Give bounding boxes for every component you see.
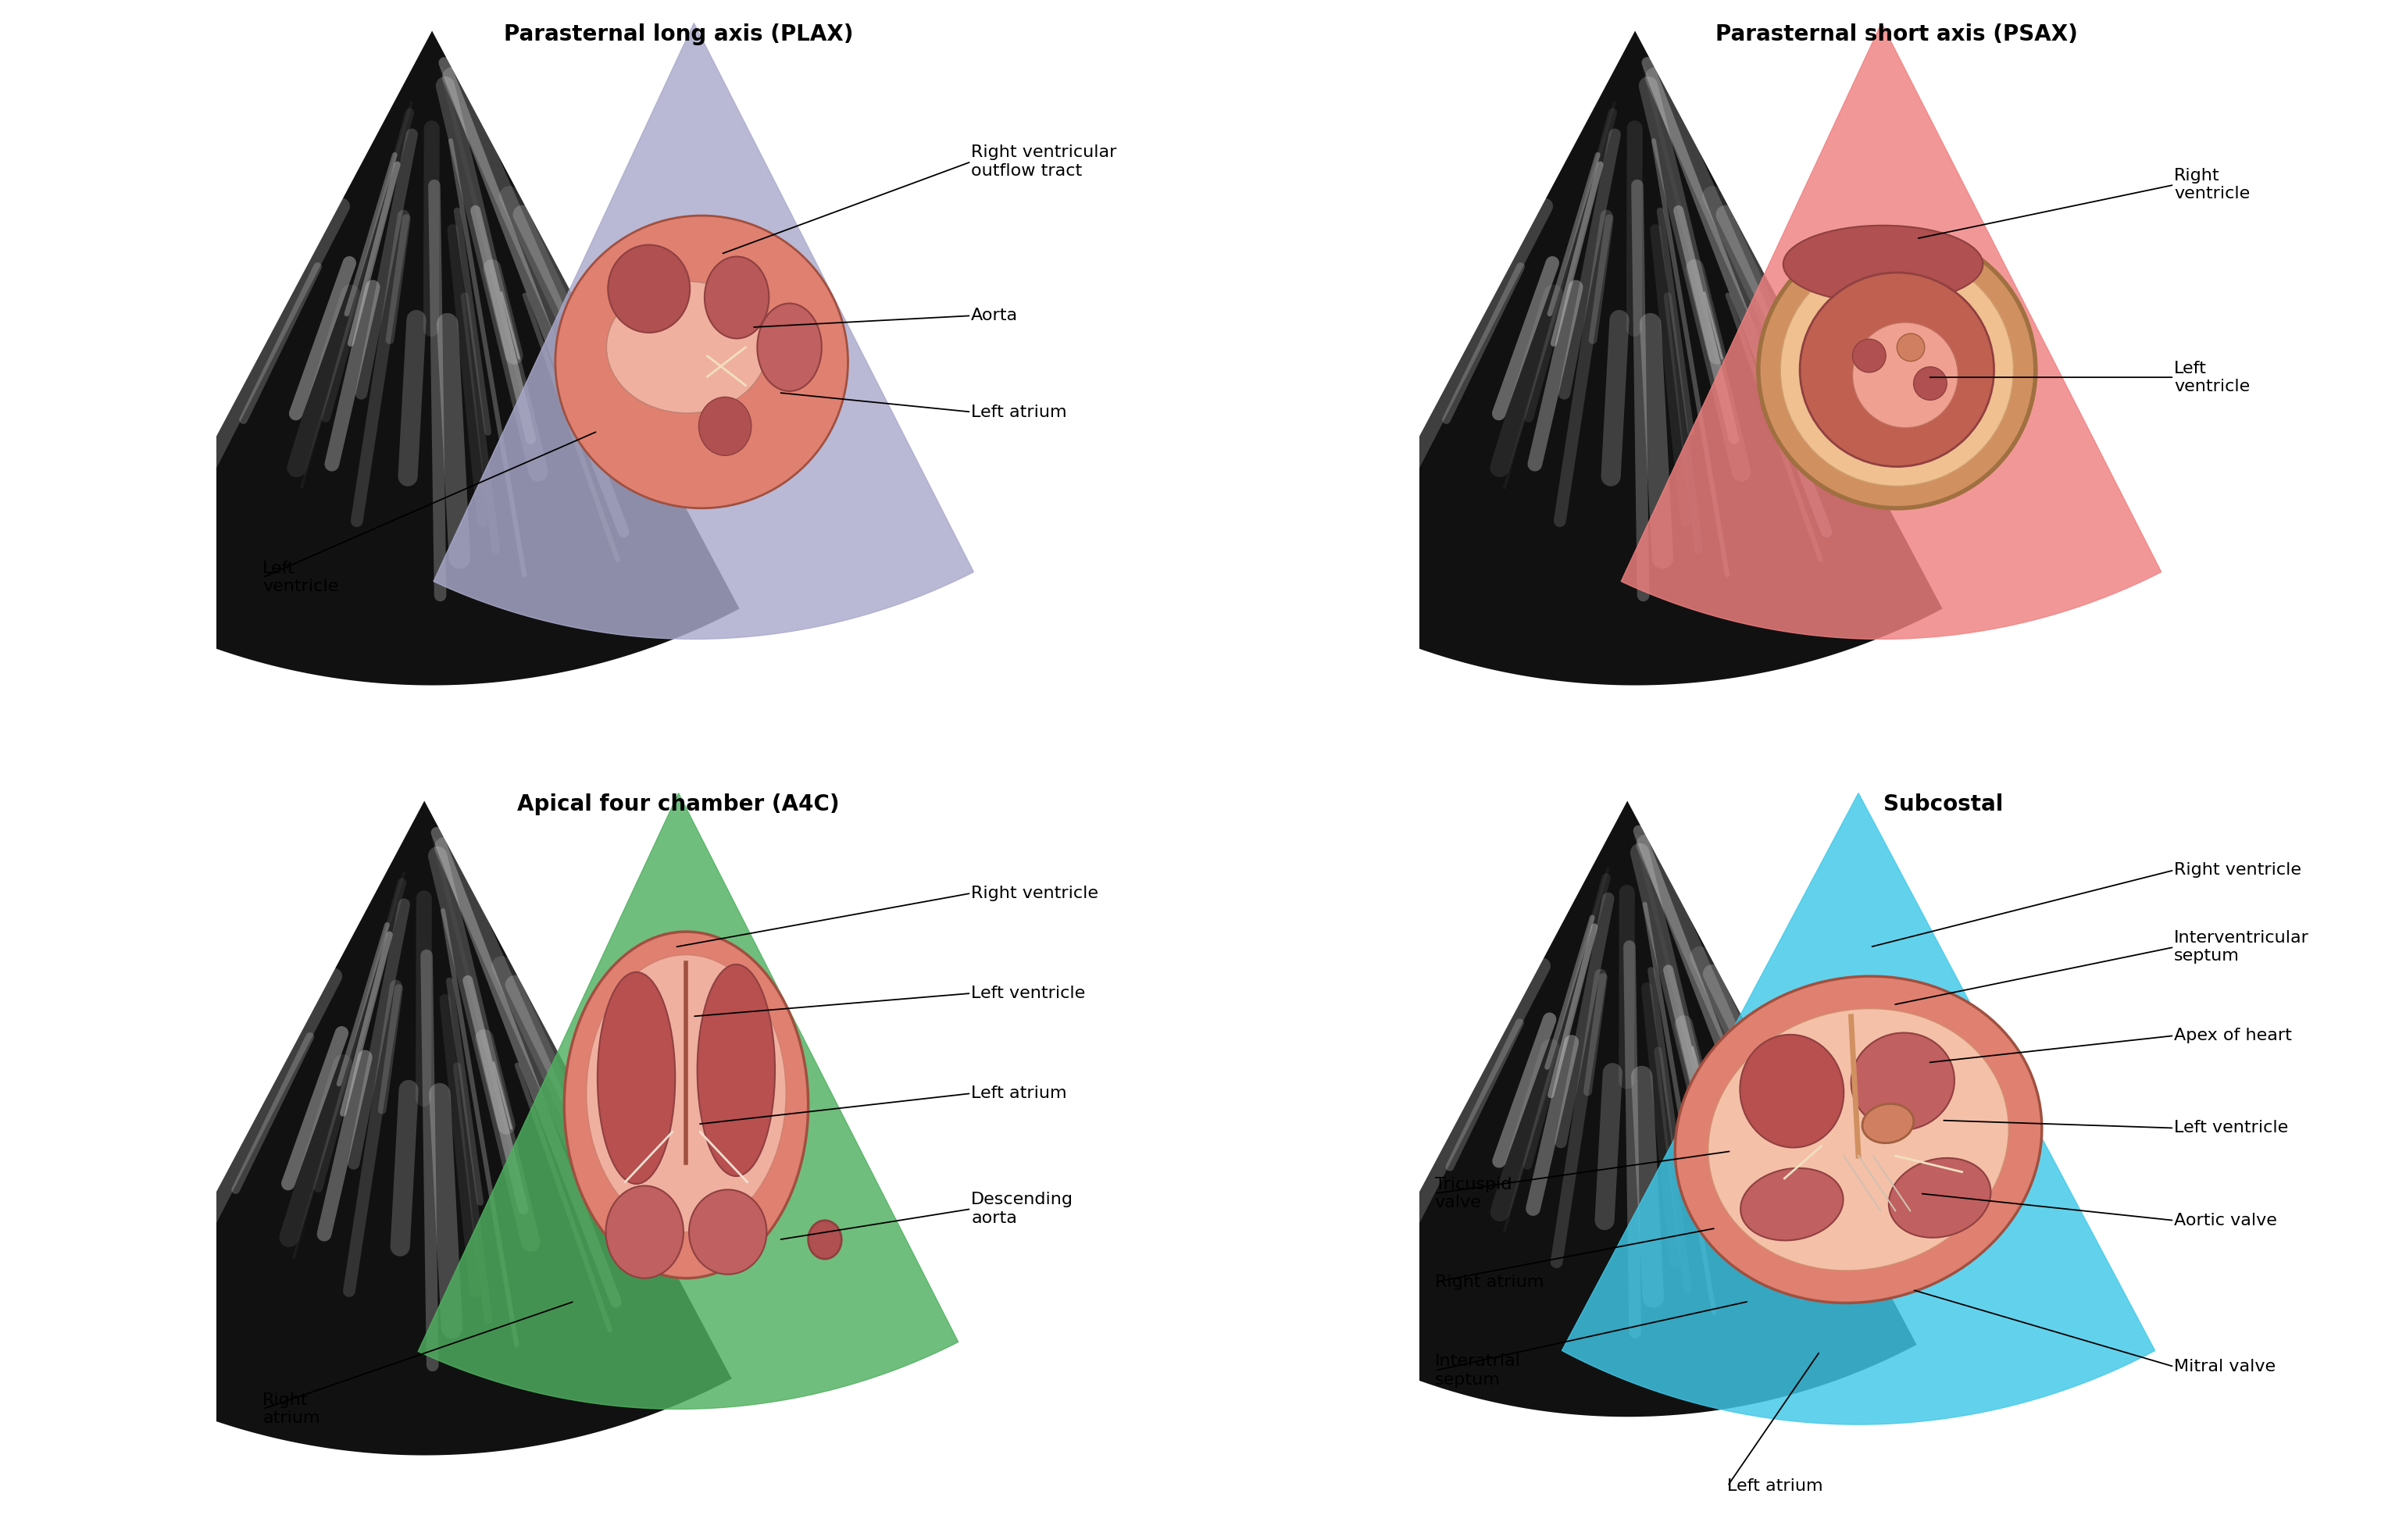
Ellipse shape <box>808 1220 842 1260</box>
Polygon shape <box>118 801 731 1455</box>
Text: Left atrium: Left atrium <box>972 403 1066 420</box>
Text: Right ventricular
outflow tract: Right ventricular outflow tract <box>972 145 1116 179</box>
Text: Left ventricle: Left ventricle <box>972 986 1085 1001</box>
Ellipse shape <box>609 245 691 333</box>
Ellipse shape <box>565 932 808 1278</box>
Text: Left ventricle: Left ventricle <box>2175 1120 2288 1137</box>
Ellipse shape <box>1783 225 1983 303</box>
Ellipse shape <box>606 282 768 413</box>
Ellipse shape <box>758 303 820 391</box>
Text: Right
ventricle: Right ventricle <box>2175 168 2250 202</box>
Ellipse shape <box>1913 367 1946 400</box>
Text: Left
ventricle: Left ventricle <box>2175 360 2250 394</box>
Text: Right ventricle: Right ventricle <box>2175 862 2303 878</box>
Polygon shape <box>419 793 958 1409</box>
Ellipse shape <box>705 257 770 339</box>
Ellipse shape <box>1675 976 2043 1303</box>
Ellipse shape <box>1740 1169 1843 1240</box>
Polygon shape <box>1561 793 2156 1424</box>
Ellipse shape <box>698 397 751 456</box>
Text: Aortic valve: Aortic valve <box>2175 1212 2276 1229</box>
Ellipse shape <box>1800 273 1995 467</box>
Ellipse shape <box>1759 231 2035 508</box>
Text: Descending
aorta: Descending aorta <box>972 1192 1073 1226</box>
Polygon shape <box>1338 801 1918 1417</box>
Ellipse shape <box>606 1186 683 1278</box>
Text: Mitral valve: Mitral valve <box>2175 1358 2276 1375</box>
Text: Left atrium: Left atrium <box>972 1086 1066 1101</box>
Polygon shape <box>125 31 739 685</box>
Ellipse shape <box>688 1189 768 1275</box>
Text: Interatrial
septum: Interatrial septum <box>1434 1354 1521 1388</box>
Ellipse shape <box>1850 1033 1954 1130</box>
Ellipse shape <box>1740 1035 1843 1147</box>
Polygon shape <box>1328 31 1942 685</box>
Ellipse shape <box>1853 322 1958 428</box>
Text: Apical four chamber (A4C): Apical four chamber (A4C) <box>517 793 840 815</box>
Ellipse shape <box>1862 1104 1913 1143</box>
Text: Apex of heart: Apex of heart <box>2175 1027 2293 1044</box>
Text: Parasternal short axis (PSAX): Parasternal short axis (PSAX) <box>1715 23 2079 45</box>
Text: Subcostal: Subcostal <box>1884 793 2004 815</box>
Text: Parasternal long axis (PLAX): Parasternal long axis (PLAX) <box>503 23 854 45</box>
Ellipse shape <box>1853 339 1886 373</box>
Text: Left atrium: Left atrium <box>1728 1478 1824 1494</box>
Ellipse shape <box>1780 253 2014 487</box>
Text: Right atrium: Right atrium <box>1434 1274 1545 1291</box>
Text: Interventricular
septum: Interventricular septum <box>2175 930 2310 964</box>
Text: Left
ventricle: Left ventricle <box>262 561 339 594</box>
Ellipse shape <box>597 972 676 1184</box>
Ellipse shape <box>587 955 787 1232</box>
Ellipse shape <box>556 216 847 508</box>
Ellipse shape <box>1708 1009 2009 1270</box>
Text: Right ventricle: Right ventricle <box>972 885 1100 901</box>
Text: Aorta: Aorta <box>972 308 1018 323</box>
Ellipse shape <box>1896 334 1925 362</box>
Polygon shape <box>433 23 974 639</box>
Polygon shape <box>1622 23 2161 639</box>
Text: Tricuspid
valve: Tricuspid valve <box>1434 1177 1511 1210</box>
Ellipse shape <box>1889 1158 1990 1238</box>
Text: Right
atrium: Right atrium <box>262 1392 320 1426</box>
Ellipse shape <box>698 964 775 1177</box>
